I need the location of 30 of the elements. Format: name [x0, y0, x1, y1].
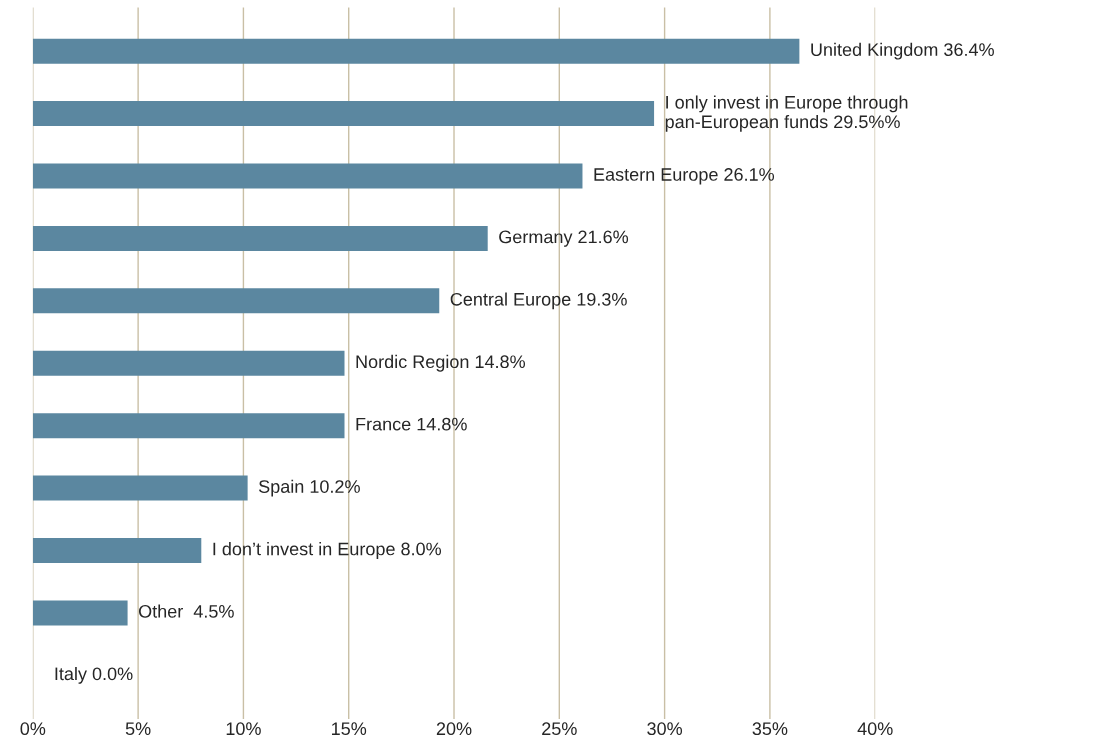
x-tick-label: 10% [226, 722, 261, 736]
category-label: Nordic Region 14.8% [356, 354, 526, 372]
category-label: Other 4.5% [138, 604, 234, 618]
category-label: Spain 10.2% [258, 479, 360, 497]
category-label: Eastern Europe 26.1% [594, 168, 775, 185]
bar [32, 538, 202, 563]
x-tick-label: 20% [436, 722, 472, 736]
x-tick-label: 5% [125, 722, 151, 736]
category-label: United Kingdom 36.4% [811, 42, 994, 60]
bar [32, 600, 128, 626]
bar [32, 38, 800, 64]
bar [32, 413, 345, 439]
category-label: Germany 21.6% [499, 230, 629, 247]
bar [32, 225, 488, 251]
category-label: I don’t invest in Europe 8.0% [213, 542, 442, 559]
bar [32, 163, 583, 189]
category-label: France 14.8% [356, 417, 467, 431]
category-label: I only invest in Europe through pan-European funds 29.5%% [665, 95, 908, 132]
x-tick-label: 40% [857, 722, 893, 736]
x-tick-label: 30% [647, 722, 683, 736]
bar [32, 475, 248, 501]
x-tick-label: 0% [20, 722, 46, 736]
bar [32, 101, 655, 127]
bar [32, 350, 345, 376]
x-tick-label: 25% [542, 722, 577, 736]
bar [32, 288, 440, 314]
category-label: Central Europe 19.3% [450, 292, 627, 310]
x-tick-label: 35% [752, 722, 788, 736]
x-tick-label: 15% [332, 722, 367, 736]
category-label: Italy 0.0% [55, 666, 133, 684]
